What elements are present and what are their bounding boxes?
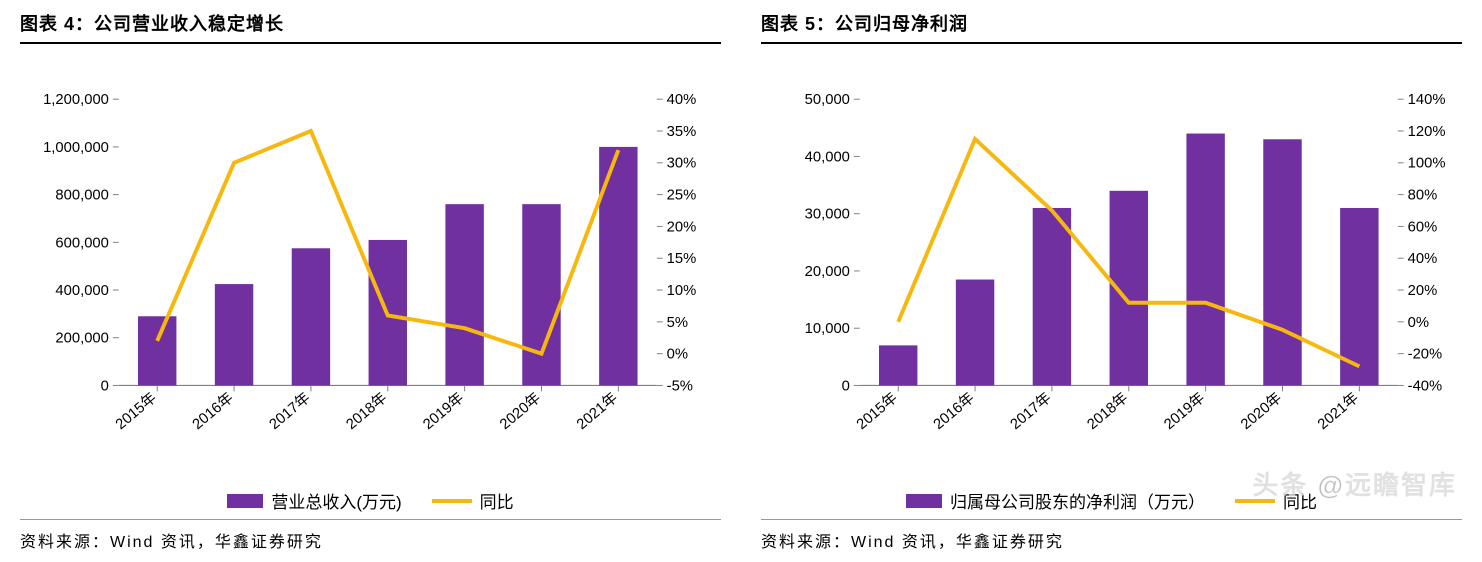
- svg-text:5%: 5%: [667, 315, 688, 331]
- svg-text:2016年: 2016年: [189, 389, 237, 433]
- legend-right: 归属母公司股东的净利润（万元） 同比: [761, 480, 1462, 519]
- svg-text:0%: 0%: [667, 347, 688, 363]
- svg-text:30,000: 30,000: [805, 207, 850, 223]
- svg-text:10%: 10%: [667, 283, 697, 299]
- title-left: 图表 4：公司营业收入稳定增长: [20, 10, 721, 44]
- svg-text:-5%: -5%: [667, 378, 693, 394]
- svg-text:2021年: 2021年: [1314, 389, 1362, 433]
- legend-line-swatch-left: [432, 499, 472, 503]
- svg-text:400,000: 400,000: [55, 283, 109, 299]
- svg-text:2019年: 2019年: [1161, 389, 1209, 433]
- legend-line-label-right: 同比: [1283, 488, 1317, 513]
- svg-text:600,000: 600,000: [55, 235, 109, 251]
- chart-svg-left: 0 200,000 400,000 600,000 800,000 1,000,000 1,…: [25, 59, 716, 475]
- legend-bar-label-right: 归属母公司股东的净利润（万元）: [950, 488, 1205, 513]
- title-right: 图表 5：公司归母净利润: [761, 10, 1462, 44]
- svg-text:2020年: 2020年: [1238, 389, 1286, 433]
- svg-text:120%: 120%: [1408, 124, 1446, 140]
- legend-bar-label-left: 营业总收入(万元): [271, 488, 401, 513]
- svg-text:2021年: 2021年: [573, 389, 621, 433]
- legend-bars-right: 归属母公司股东的净利润（万元）: [906, 488, 1205, 513]
- svg-text:60%: 60%: [1408, 219, 1438, 235]
- svg-text:1,000,000: 1,000,000: [43, 140, 109, 156]
- legend-line-label-left: 同比: [480, 488, 514, 513]
- svg-text:100%: 100%: [1408, 156, 1446, 172]
- svg-text:2015年: 2015年: [112, 389, 160, 433]
- svg-text:20,000: 20,000: [805, 264, 850, 280]
- charts-container: 图表 4：公司营业收入稳定增长 0 200,000 400,000 600,000 80…: [0, 0, 1482, 562]
- svg-text:0: 0: [842, 378, 850, 394]
- svg-text:2017年: 2017年: [266, 389, 314, 433]
- svg-text:1,200,000: 1,200,000: [43, 92, 109, 108]
- svg-text:40%: 40%: [667, 92, 697, 108]
- svg-text:-40%: -40%: [1408, 378, 1443, 394]
- svg-text:2020年: 2020年: [497, 389, 545, 433]
- svg-text:35%: 35%: [667, 124, 697, 140]
- svg-text:25%: 25%: [667, 188, 697, 204]
- svg-text:200,000: 200,000: [55, 331, 109, 347]
- svg-text:2018年: 2018年: [1084, 389, 1132, 433]
- svg-text:50,000: 50,000: [805, 92, 850, 108]
- legend-left: 营业总收入(万元) 同比: [20, 480, 721, 519]
- panel-left: 图表 4：公司营业收入稳定增长 0 200,000 400,000 600,000 80…: [20, 10, 721, 552]
- svg-text:2015年: 2015年: [853, 389, 901, 433]
- legend-bar-swatch-right: [906, 494, 942, 508]
- svg-text:140%: 140%: [1408, 92, 1446, 108]
- svg-text:2019年: 2019年: [420, 389, 468, 433]
- svg-text:-20%: -20%: [1408, 347, 1443, 363]
- panel-right: 图表 5：公司归母净利润 0 10,000 20,000 30,000 40,000 50…: [761, 10, 1462, 552]
- svg-text:20%: 20%: [1408, 283, 1438, 299]
- legend-bars-left: 营业总收入(万元): [227, 488, 401, 513]
- legend-line-swatch-right: [1235, 499, 1275, 503]
- svg-text:800,000: 800,000: [55, 188, 109, 204]
- source-left: 资料来源：Wind 资讯，华鑫证券研究: [20, 519, 721, 552]
- svg-text:15%: 15%: [667, 251, 697, 267]
- svg-text:2018年: 2018年: [343, 389, 391, 433]
- svg-text:40%: 40%: [1408, 251, 1438, 267]
- svg-text:30%: 30%: [667, 156, 697, 172]
- svg-text:0%: 0%: [1408, 315, 1429, 331]
- svg-text:10,000: 10,000: [805, 321, 850, 337]
- source-right: 资料来源：Wind 资讯，华鑫证券研究: [761, 519, 1462, 552]
- svg-text:20%: 20%: [667, 219, 697, 235]
- svg-text:2017年: 2017年: [1007, 389, 1055, 433]
- chart-svg-right: 0 10,000 20,000 30,000 40,000 50,000 -40% -20% 0…: [766, 59, 1457, 475]
- svg-text:40,000: 40,000: [805, 149, 850, 165]
- legend-line-right: 同比: [1235, 488, 1317, 513]
- svg-text:2016年: 2016年: [930, 389, 978, 433]
- legend-bar-swatch-left: [227, 494, 263, 508]
- legend-line-left: 同比: [432, 488, 514, 513]
- svg-text:80%: 80%: [1408, 188, 1438, 204]
- svg-text:0: 0: [101, 378, 109, 394]
- chart-area-left: 0 200,000 400,000 600,000 800,000 1,000,000 1,…: [20, 44, 721, 480]
- chart-area-right: 0 10,000 20,000 30,000 40,000 50,000 -40% -20% 0…: [761, 44, 1462, 480]
